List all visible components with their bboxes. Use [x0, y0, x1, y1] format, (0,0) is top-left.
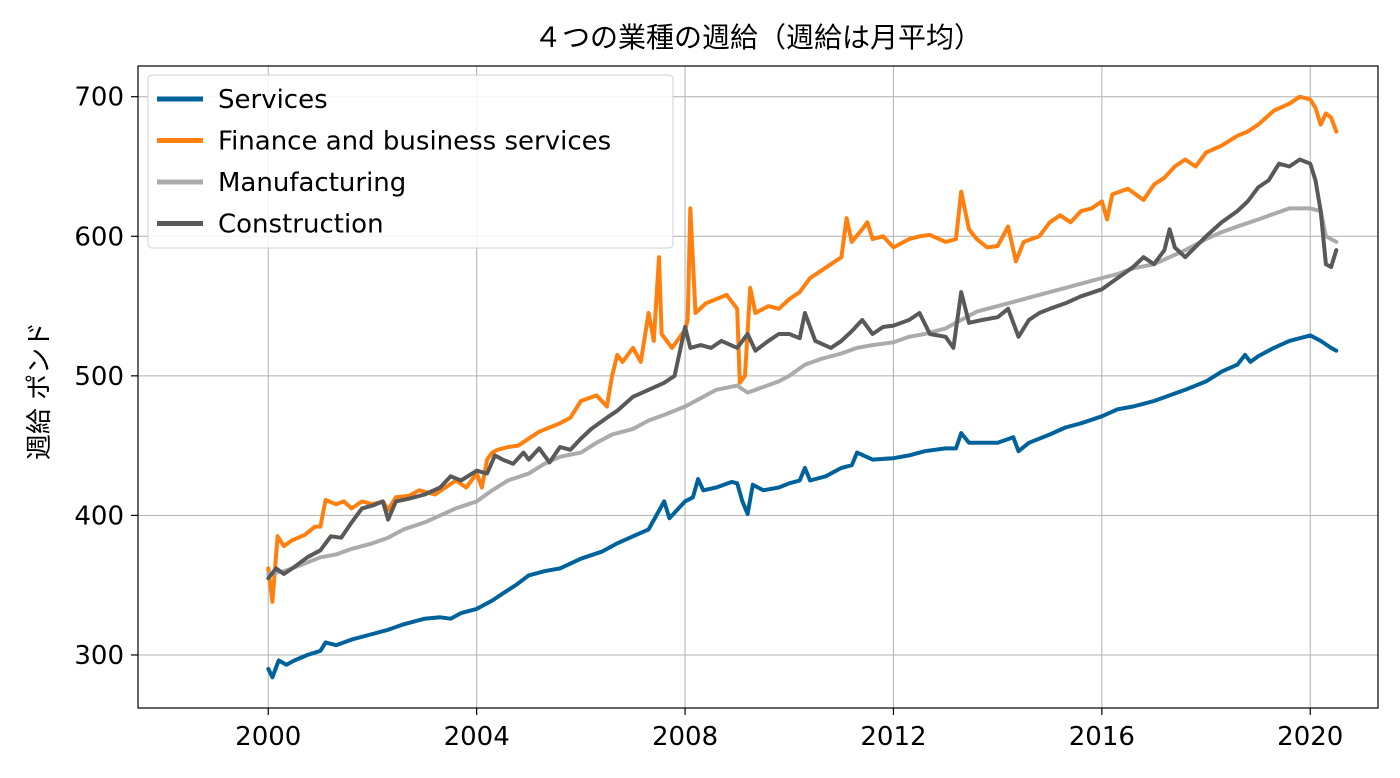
legend-label-manufacturing: Manufacturing — [218, 168, 406, 198]
y-axis: 300 400 500 600 700 — [74, 83, 138, 671]
chart-title: ４つの業種の週給（週給は月平均） — [534, 21, 982, 54]
plot-frame — [137, 65, 1379, 709]
legend-label-construction: Construction — [218, 210, 384, 240]
series-line-construction — [266, 157, 1339, 581]
x-tick-label: 2016 — [1069, 722, 1135, 752]
y-axis-label: 週給 ポンド — [25, 322, 55, 460]
y-tick-label: 500 — [74, 362, 124, 392]
series-line-manufacturing — [266, 206, 1339, 576]
y-tick-label: 400 — [74, 501, 124, 531]
x-tick-label: 2020 — [1277, 722, 1343, 752]
x-tick-label: 2000 — [235, 722, 301, 752]
plot-area — [266, 94, 1339, 680]
legend: Services Finance and business services Man… — [147, 74, 674, 249]
legend-label-finance-and-business-services: Finance and business services — [218, 127, 611, 157]
series-line-services — [266, 333, 1339, 680]
y-tick-label: 700 — [74, 83, 124, 113]
y-tick-label: 300 — [74, 641, 124, 671]
legend-label-services: Services — [218, 85, 328, 115]
y-tick-label: 600 — [74, 222, 124, 252]
legend-box — [147, 74, 674, 249]
x-tick-label: 2012 — [860, 722, 926, 752]
x-axis: 2000 2004 2008 2012 2016 2020 — [235, 708, 1343, 752]
x-tick-label: 2008 — [652, 722, 718, 752]
x-tick-label: 2004 — [444, 722, 510, 752]
series-line-finance-and-business-services — [266, 94, 1339, 604]
